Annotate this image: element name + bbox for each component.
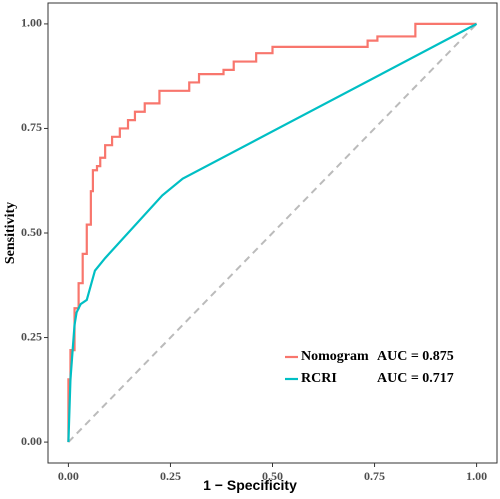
legend-auc: AUC = 0.717 [377,371,454,386]
legend-auc: AUC = 0.875 [377,349,454,364]
x-tick-label: 0.00 [58,469,79,483]
roc-line [67,22,477,443]
x-tick-label: 1.00 [466,469,487,483]
legend-label: RCRI [301,371,337,386]
y-tick-label: 0.00 [21,434,42,448]
y-tick-label: 1.00 [21,16,42,30]
x-tick-label: 0.50 [262,469,283,483]
x-tick-label: 0.25 [160,469,181,483]
y-tick-label: 0.75 [21,120,42,134]
legend-label: Nomogram [301,349,369,364]
y-axis-title: Sensitivity [3,202,18,264]
reference-diagonal [67,23,478,443]
x-axis-title: 1 − Specificity [203,477,297,493]
y-tick-label: 0.25 [21,329,42,343]
y-tick-label: 0.50 [21,225,42,239]
roc-line [67,22,478,443]
x-tick-label: 0.75 [364,469,385,483]
